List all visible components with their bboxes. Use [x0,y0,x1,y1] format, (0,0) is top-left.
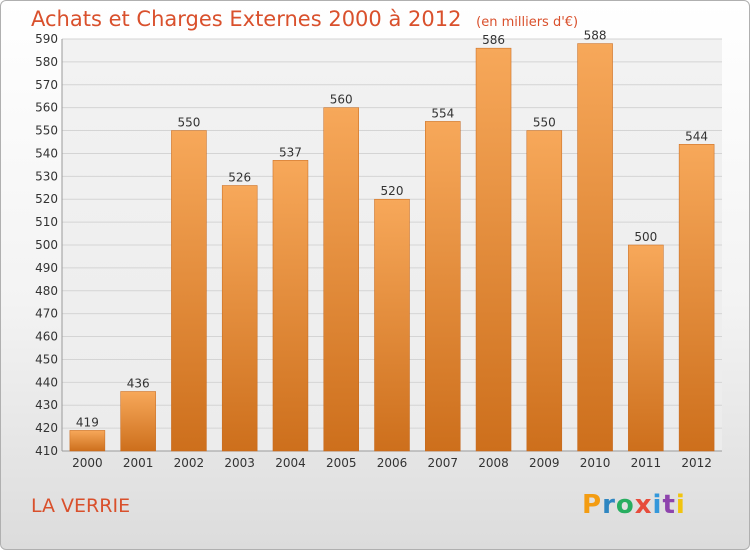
logo-letter: t [662,490,676,520]
town-name: LA VERRIE [31,495,131,517]
bar-2010 [577,43,613,452]
bar-2011 [628,244,664,452]
x-tick-label-2006: 2006 [377,456,408,470]
x-tick-label-2008: 2008 [478,456,509,470]
logo-letter: r [602,490,616,520]
y-tick-label: 430 [35,398,58,412]
x-tick-label-2011: 2011 [631,456,662,470]
plot-area: 410 420 430 440 450 460 470 480 490 500 510 520 530 5… [35,29,722,470]
data-label-2012: 544 [685,129,708,143]
y-tick-label: 560 [35,101,58,115]
y-tick-label: 520 [35,192,58,206]
y-tick-label: 410 [35,444,58,458]
bar-2001 [120,391,156,452]
bar-2007 [425,121,461,452]
data-label-2000: 419 [76,415,99,429]
data-label-2005: 560 [330,93,353,107]
y-tick-label: 540 [35,146,58,160]
data-label-2003: 526 [228,170,251,184]
data-label-2011: 500 [634,230,657,244]
y-tick-label: 510 [35,215,58,229]
logo-letter: o [615,490,635,520]
x-tick-label-2009: 2009 [529,456,560,470]
data-label-2008: 586 [482,33,505,47]
x-tick-label-2002: 2002 [174,456,205,470]
y-tick-label: 440 [35,375,58,389]
data-label-2010: 588 [584,29,607,43]
y-tick-label: 550 [35,124,58,138]
x-tick-label-2010: 2010 [580,456,611,470]
chart-title-text: Achats et Charges Externes 2000 à 2012 [31,7,462,31]
chart-title: Achats et Charges Externes 2000 à 2012 (… [31,7,578,31]
data-label-2006: 520 [381,184,404,198]
y-tick-label: 500 [35,238,58,252]
y-tick-label: 530 [35,169,58,183]
data-label-2004: 537 [279,145,302,159]
x-tick-label-2004: 2004 [275,456,306,470]
logo-letter: i [675,490,686,520]
data-label-2002: 550 [177,116,200,130]
logo-letter: i [652,490,663,520]
data-label-2007: 554 [431,106,454,120]
y-tick-label: 480 [35,284,58,298]
y-tick-label: 570 [35,78,58,92]
bar-2012 [678,144,715,452]
bar-2005 [323,107,359,452]
bar-2009 [526,130,563,452]
x-tick-label-2000: 2000 [72,456,103,470]
y-tick-label: 450 [35,352,58,366]
y-tick-label: 460 [35,330,58,344]
data-label-2001: 436 [127,376,150,390]
logo-letter: P [582,490,603,520]
bar-2004 [272,160,309,452]
x-tick-label-2003: 2003 [224,456,255,470]
logo-letter: x [634,490,653,520]
x-tick-label-2001: 2001 [123,456,154,470]
x-tick-label-2005: 2005 [326,456,357,470]
bar-2006 [374,198,410,452]
x-tick-label-2007: 2007 [427,456,458,470]
y-tick-label: 420 [35,421,58,435]
proxiti-logo: Proxiti [582,490,686,520]
x-tick-label-2012: 2012 [681,456,712,470]
bar-2008 [475,47,512,452]
bar-2002 [171,130,207,452]
bar-2000 [69,430,106,452]
chart-unit-label: (en milliers d'€) [476,15,579,30]
bar-2003 [221,185,258,452]
y-tick-label: 590 [35,32,58,46]
y-tick-label: 490 [35,261,58,275]
y-tick-label: 580 [35,55,58,69]
y-tick-label: 470 [35,307,58,321]
data-label-2009: 550 [533,116,556,130]
